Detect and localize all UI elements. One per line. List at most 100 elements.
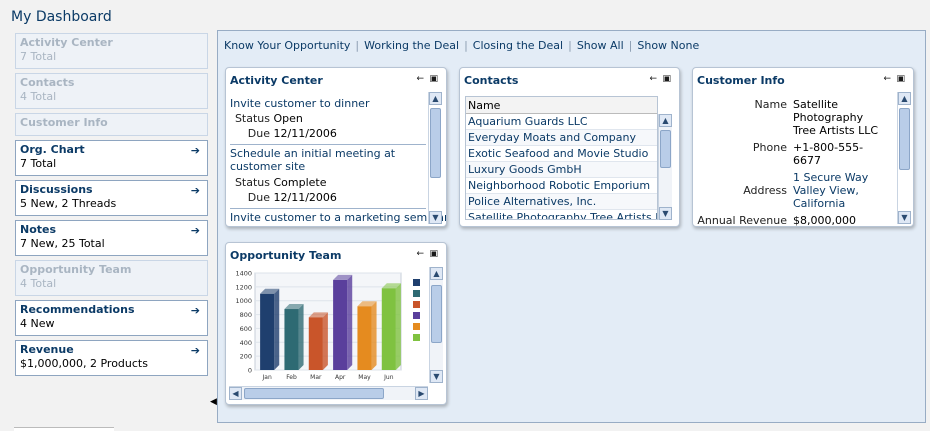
sidebar-item-label: Revenue bbox=[20, 343, 74, 356]
scroll-up-icon[interactable]: ▲ bbox=[429, 92, 442, 105]
sidebar-item-label: Customer Info bbox=[20, 116, 108, 129]
arrow-left-icon[interactable]: ← bbox=[883, 74, 891, 84]
bar bbox=[260, 293, 275, 370]
activity-due-key: Due bbox=[247, 191, 270, 204]
sidebar-item-revenue[interactable]: Revenue $1,000,000, 2 Products ➔ bbox=[15, 340, 208, 376]
sidebar-item-recommendations[interactable]: Recommendations 4 New ➔ bbox=[15, 300, 208, 336]
bar-top bbox=[381, 283, 401, 289]
sidebar-item-contacts[interactable]: Contacts 4 Total bbox=[15, 73, 208, 109]
table-row[interactable]: Neighborhood Robotic Emporium bbox=[466, 178, 657, 194]
legend-swatch bbox=[413, 290, 420, 297]
widget-title: Customer Info bbox=[697, 74, 785, 87]
column-header-name[interactable]: Name bbox=[466, 97, 657, 114]
filter-closing-the-deal[interactable]: Closing the Deal bbox=[472, 39, 564, 52]
arrow-right-icon[interactable]: ➔ bbox=[190, 144, 200, 157]
scroll-thumb[interactable] bbox=[244, 388, 384, 399]
maximize-icon[interactable]: ▣ bbox=[429, 249, 438, 259]
sidebar-item-discussions[interactable]: Discussions 5 New, 2 Threads ➔ bbox=[15, 180, 208, 216]
arrow-left-icon[interactable]: ← bbox=[416, 74, 424, 84]
arrow-right-icon[interactable]: ➔ bbox=[190, 344, 200, 357]
scroll-left-icon[interactable]: ◀ bbox=[229, 387, 242, 400]
table-row[interactable]: Satellite Photography Tree Artists LLC bbox=[466, 210, 657, 219]
activity-center-widget: Activity Center ← ▣ Invite customer to d… bbox=[225, 67, 447, 227]
filter-show-none[interactable]: Show None bbox=[637, 39, 700, 52]
x-tick-label: Jun bbox=[383, 374, 394, 381]
table-row[interactable]: Luxury Goods GmbH bbox=[466, 162, 657, 178]
bar-side bbox=[298, 304, 304, 370]
field-key-address: Address bbox=[743, 184, 787, 197]
filter-separator: | bbox=[355, 39, 360, 52]
table-row[interactable]: Aquarium Guards LLC bbox=[466, 114, 657, 130]
sidebar-item-sub: 7 Total bbox=[20, 50, 57, 63]
y-tick-label: 1400 bbox=[235, 270, 252, 278]
activity-text[interactable]: Invite customer to dinner bbox=[230, 97, 370, 110]
field-key-annual-revenue: Annual Revenue bbox=[697, 214, 787, 227]
sidebar-item-opportunity-team[interactable]: Opportunity Team 4 Total bbox=[15, 260, 208, 296]
scroll-right-icon[interactable]: ▶ bbox=[415, 387, 428, 400]
sidebar-item-sub: 4 Total bbox=[20, 90, 57, 103]
widget-title: Opportunity Team bbox=[230, 249, 342, 262]
y-tick-label: 600 bbox=[240, 325, 252, 333]
sidebar-item-label: Org. Chart bbox=[20, 143, 85, 156]
table-row[interactable]: Everyday Moats and Company bbox=[466, 130, 657, 146]
sidebar-item-customer-info[interactable]: Customer Info bbox=[15, 113, 208, 136]
horizontal-scrollbar[interactable]: ◀ ▶ bbox=[229, 386, 428, 400]
x-tick-label: May bbox=[358, 374, 371, 381]
table-row[interactable]: Exotic Seafood and Movie Studio bbox=[466, 146, 657, 162]
filter-know-your-opportunity[interactable]: Know Your Opportunity bbox=[224, 39, 351, 52]
arrow-left-icon[interactable]: ← bbox=[649, 74, 657, 84]
bar-side bbox=[274, 288, 280, 370]
sidebar-item-notes[interactable]: Notes 7 New, 25 Total ➔ bbox=[15, 220, 208, 256]
sidebar-item-label: Discussions bbox=[20, 183, 93, 196]
arrow-right-icon[interactable]: ➔ bbox=[190, 224, 200, 237]
bar-top bbox=[284, 304, 304, 310]
widget-title: Activity Center bbox=[230, 74, 323, 87]
table-row[interactable]: Police Alternatives, Inc. bbox=[466, 194, 657, 210]
legend-swatch bbox=[413, 323, 420, 330]
sidebar-item-org-chart[interactable]: Org. Chart 7 Total ➔ bbox=[15, 140, 208, 176]
scroll-down-icon[interactable]: ▼ bbox=[429, 211, 442, 224]
vertical-scrollbar[interactable]: ▲ ▼ bbox=[658, 114, 672, 220]
arrow-right-icon[interactable]: ➔ bbox=[190, 304, 200, 317]
y-tick-label: 1000 bbox=[235, 297, 252, 305]
arrow-left-icon[interactable]: ← bbox=[416, 249, 424, 259]
scroll-up-icon[interactable]: ▲ bbox=[898, 92, 911, 105]
vertical-scrollbar[interactable]: ▲ ▼ bbox=[897, 92, 911, 224]
arrow-right-icon[interactable]: ➔ bbox=[190, 184, 200, 197]
scroll-down-icon[interactable]: ▼ bbox=[898, 211, 911, 224]
scroll-up-icon[interactable]: ▲ bbox=[659, 114, 672, 127]
y-tick-label: 200 bbox=[240, 353, 252, 361]
scroll-down-icon[interactable]: ▼ bbox=[430, 370, 443, 383]
scroll-down-icon[interactable]: ▼ bbox=[659, 207, 672, 220]
activity-text[interactable]: Schedule an initial meeting at customer … bbox=[230, 147, 396, 173]
scroll-thumb[interactable] bbox=[430, 108, 441, 178]
opportunity-chart: 0 200 400 600 800 1000 1200 1400 Jan Feb Mar Apr May… bbox=[235, 270, 420, 381]
maximize-icon[interactable]: ▣ bbox=[896, 74, 905, 84]
filter-bar: Know Your Opportunity | Working the Deal | C… bbox=[224, 39, 699, 52]
legend-swatch bbox=[413, 334, 420, 341]
sidebar-item-label: Opportunity Team bbox=[20, 263, 132, 276]
scroll-thumb[interactable] bbox=[899, 108, 910, 170]
field-key-name: Name bbox=[754, 98, 787, 111]
filter-show-all[interactable]: Show All bbox=[576, 39, 624, 52]
field-value-address[interactable]: 1 Secure Way Valley View, California bbox=[793, 171, 869, 210]
legend-swatch bbox=[413, 312, 420, 319]
scroll-thumb[interactable] bbox=[660, 130, 671, 168]
maximize-icon[interactable]: ▣ bbox=[662, 74, 671, 84]
maximize-icon[interactable]: ▣ bbox=[429, 74, 438, 84]
sidebar-item-sub: 4 New bbox=[20, 317, 55, 330]
activity-text[interactable]: Invite customer to a marketing seminar bbox=[230, 211, 447, 224]
scroll-up-icon[interactable]: ▲ bbox=[430, 267, 443, 280]
sidebar-item-activity-center[interactable]: Activity Center 7 Total bbox=[15, 33, 208, 69]
legend-swatch bbox=[413, 279, 420, 286]
vertical-scrollbar[interactable]: ▲ ▼ bbox=[428, 92, 442, 224]
scroll-thumb[interactable] bbox=[431, 285, 442, 343]
filter-working-the-deal[interactable]: Working the Deal bbox=[364, 39, 460, 52]
legend-swatch bbox=[413, 301, 420, 308]
sidebar-item-sub: 7 New, 25 Total bbox=[20, 237, 105, 250]
x-tick-label: Jan bbox=[262, 374, 272, 381]
y-tick-label: 400 bbox=[240, 339, 252, 347]
filter-separator: | bbox=[628, 39, 633, 52]
vertical-scrollbar[interactable]: ▲ ▼ bbox=[429, 267, 443, 383]
splitter-collapse-icon[interactable]: ◀ bbox=[210, 397, 217, 407]
